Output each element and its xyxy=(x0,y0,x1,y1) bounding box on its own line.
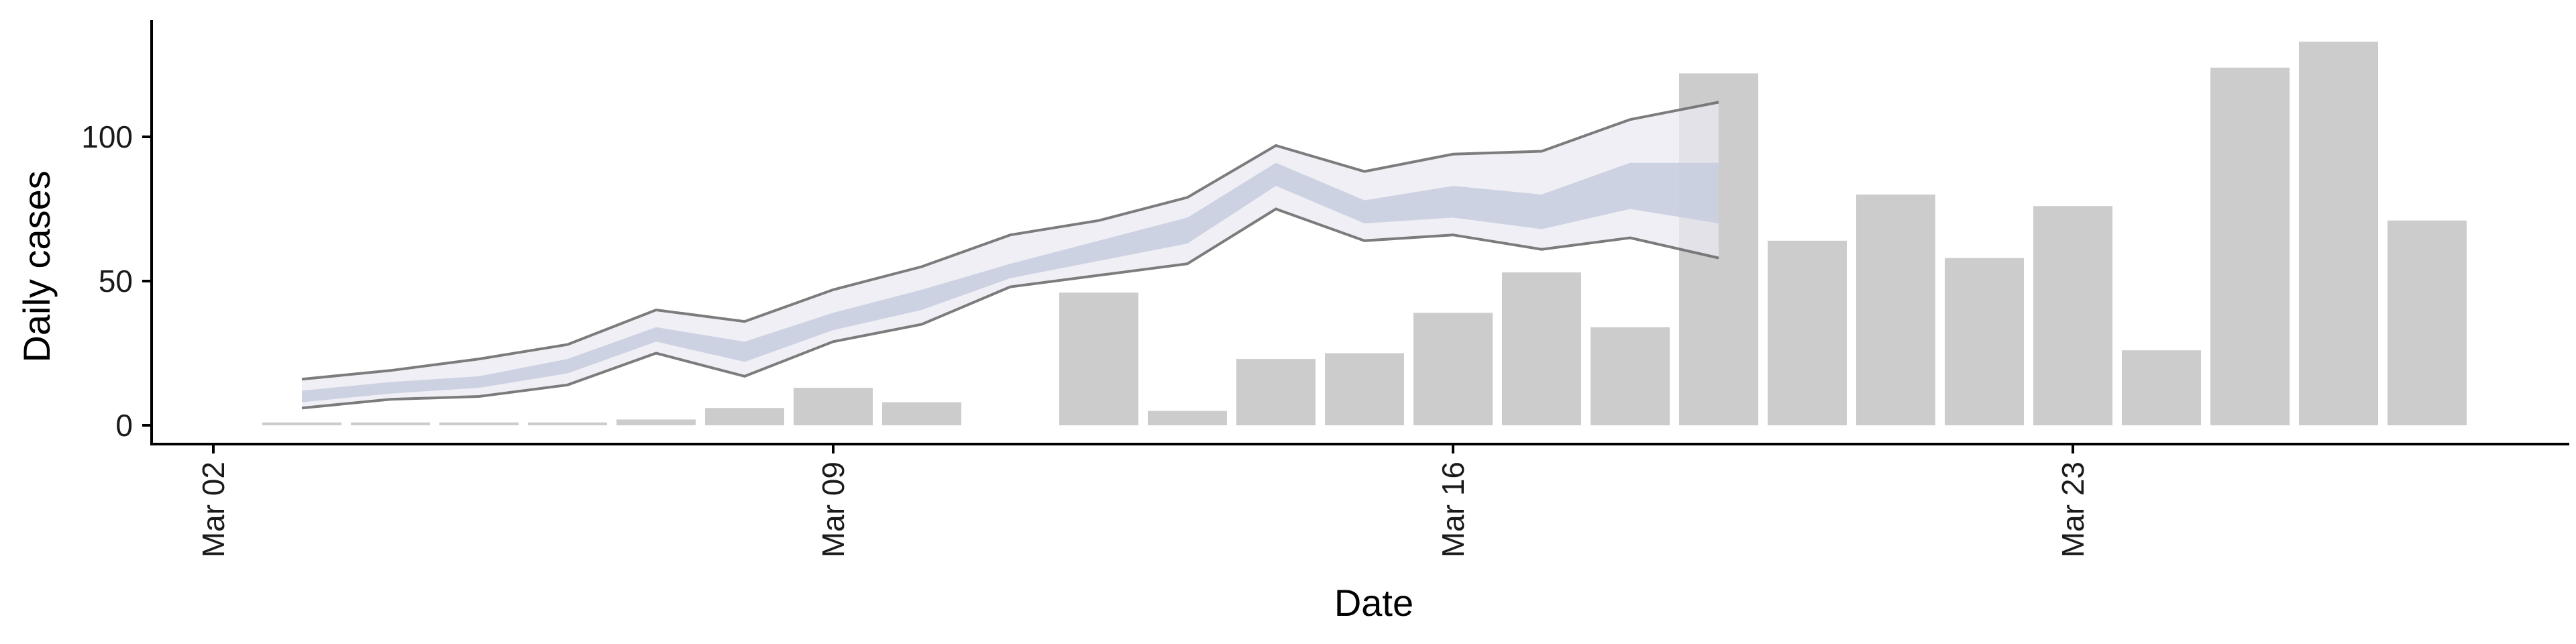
bar xyxy=(2299,42,2378,426)
y-tick-label: 100 xyxy=(81,119,133,154)
bar xyxy=(1059,292,1138,425)
x-tick-label: Mar 23 xyxy=(2055,462,2090,557)
y-tick-label: 50 xyxy=(99,264,133,299)
bar xyxy=(1591,327,1670,425)
bar xyxy=(2210,67,2290,426)
bar xyxy=(1236,359,1316,425)
bar xyxy=(351,422,430,425)
x-tick-label: Mar 02 xyxy=(196,462,231,557)
bar xyxy=(2387,220,2467,425)
bar xyxy=(262,422,341,425)
lower-bound-line xyxy=(301,207,1719,410)
y-tick-label: 0 xyxy=(115,408,133,443)
upper-bound-line xyxy=(301,101,1719,381)
bar xyxy=(882,402,961,425)
x-tick-label: Mar 09 xyxy=(816,462,851,557)
axes-layer xyxy=(150,20,2569,445)
bar xyxy=(1325,353,1404,425)
y-axis-title: Daily cases xyxy=(15,170,58,362)
bar xyxy=(1148,411,1227,425)
bar xyxy=(1768,240,1847,425)
y-ticks: 0 50 100 xyxy=(81,119,152,443)
bar xyxy=(1945,258,2024,425)
bar xyxy=(616,419,696,425)
bar xyxy=(705,408,784,425)
bar xyxy=(1502,272,1581,425)
bar xyxy=(1856,195,1935,425)
estimate-ribbon-layer xyxy=(301,101,1719,410)
inner-interval-band xyxy=(302,162,1719,402)
bar xyxy=(2033,206,2112,425)
bar xyxy=(528,422,607,425)
bar xyxy=(1413,313,1493,425)
x-tick-label: Mar 16 xyxy=(1436,462,1470,557)
bar xyxy=(2122,350,2201,425)
x-ticks: Mar 02 Mar 09 Mar 16 Mar 23 xyxy=(196,444,2090,557)
x-axis-title: Date xyxy=(1334,582,1413,624)
bar xyxy=(439,422,519,425)
bar xyxy=(794,388,873,425)
